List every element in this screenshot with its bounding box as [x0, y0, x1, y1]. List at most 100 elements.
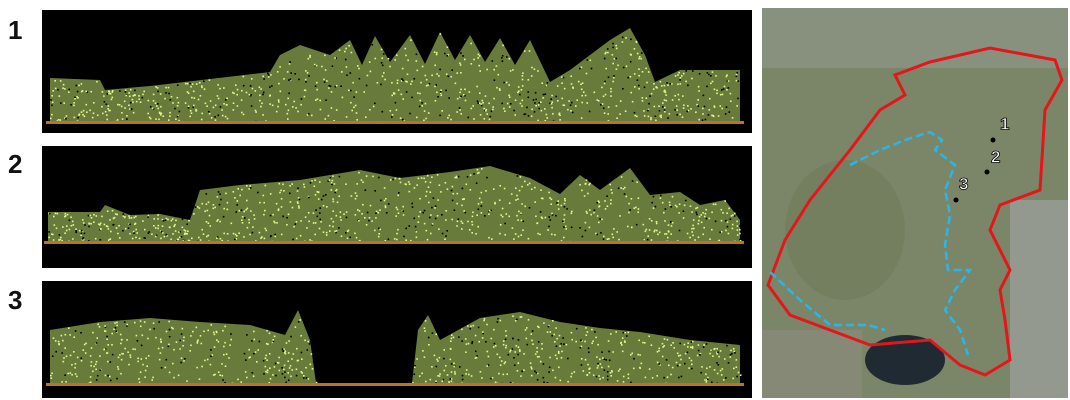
point: [329, 85, 332, 88]
point: [287, 352, 290, 354]
point: [293, 225, 295, 228]
point: [660, 116, 662, 119]
point: [663, 90, 665, 93]
point: [328, 224, 331, 227]
point: [90, 361, 93, 363]
point: [363, 91, 365, 93]
point: [524, 50, 526, 52]
point: [168, 371, 171, 374]
point: [253, 352, 255, 355]
point: [86, 111, 88, 113]
point: [425, 380, 427, 383]
point: [480, 212, 483, 214]
point: [698, 73, 701, 75]
point: [727, 80, 730, 82]
point: [622, 66, 625, 69]
point: [249, 94, 252, 97]
point: [69, 372, 72, 374]
point: [717, 351, 719, 354]
point: [476, 169, 479, 171]
point: [308, 113, 310, 115]
point: [212, 207, 215, 210]
point: [321, 65, 323, 68]
point: [514, 233, 517, 235]
point: [677, 93, 680, 96]
point: [414, 364, 416, 367]
point: [697, 85, 700, 88]
point: [269, 193, 272, 195]
point: [466, 176, 469, 178]
point: [273, 220, 275, 223]
point: [463, 198, 465, 200]
point: [456, 192, 459, 195]
point: [431, 224, 434, 226]
point: [478, 102, 481, 104]
point: [169, 99, 172, 101]
point: [454, 82, 457, 85]
point: [96, 80, 98, 83]
point: [99, 369, 102, 371]
point: [719, 93, 722, 96]
point: [681, 75, 683, 77]
point: [678, 212, 680, 214]
point: [94, 363, 97, 366]
point: [195, 109, 198, 112]
point: [619, 368, 621, 370]
point: [613, 58, 616, 60]
point: [598, 201, 600, 204]
point: [274, 233, 276, 236]
point: [350, 195, 353, 197]
point: [269, 86, 271, 88]
point: [138, 237, 141, 240]
point: [320, 221, 322, 223]
point: [609, 183, 611, 186]
point: [267, 72, 269, 75]
point: [89, 376, 92, 378]
point: [209, 225, 212, 227]
point: [596, 201, 599, 204]
point: [87, 214, 90, 217]
point: [540, 189, 542, 191]
point: [538, 101, 541, 104]
point: [501, 215, 504, 218]
point: [328, 84, 331, 87]
point: [534, 201, 536, 203]
point: [282, 350, 284, 352]
point: [375, 212, 377, 214]
point: [214, 104, 217, 107]
point: [480, 191, 483, 194]
point: [284, 350, 287, 352]
point: [736, 225, 739, 227]
point: [423, 110, 426, 112]
point: [51, 355, 54, 357]
point: [55, 350, 57, 353]
point: [669, 83, 672, 85]
point: [461, 378, 464, 381]
point: [704, 212, 707, 215]
point: [630, 354, 632, 356]
point: [396, 208, 399, 211]
point: [300, 351, 303, 354]
point: [676, 205, 678, 208]
point: [409, 112, 411, 115]
point: [551, 101, 554, 103]
point: [209, 363, 212, 366]
point: [212, 106, 215, 109]
point: [445, 235, 447, 237]
point: [609, 372, 612, 374]
point: [430, 214, 432, 216]
point: [288, 63, 291, 65]
point: [526, 106, 528, 109]
point: [702, 113, 704, 115]
point: [438, 184, 441, 186]
point: [570, 212, 573, 215]
point: [187, 92, 190, 94]
point: [116, 119, 119, 121]
point: [709, 352, 711, 355]
point: [585, 210, 588, 213]
point: [580, 66, 583, 69]
point: [536, 347, 538, 349]
point: [627, 377, 630, 379]
point: [224, 382, 226, 384]
point: [183, 229, 186, 231]
